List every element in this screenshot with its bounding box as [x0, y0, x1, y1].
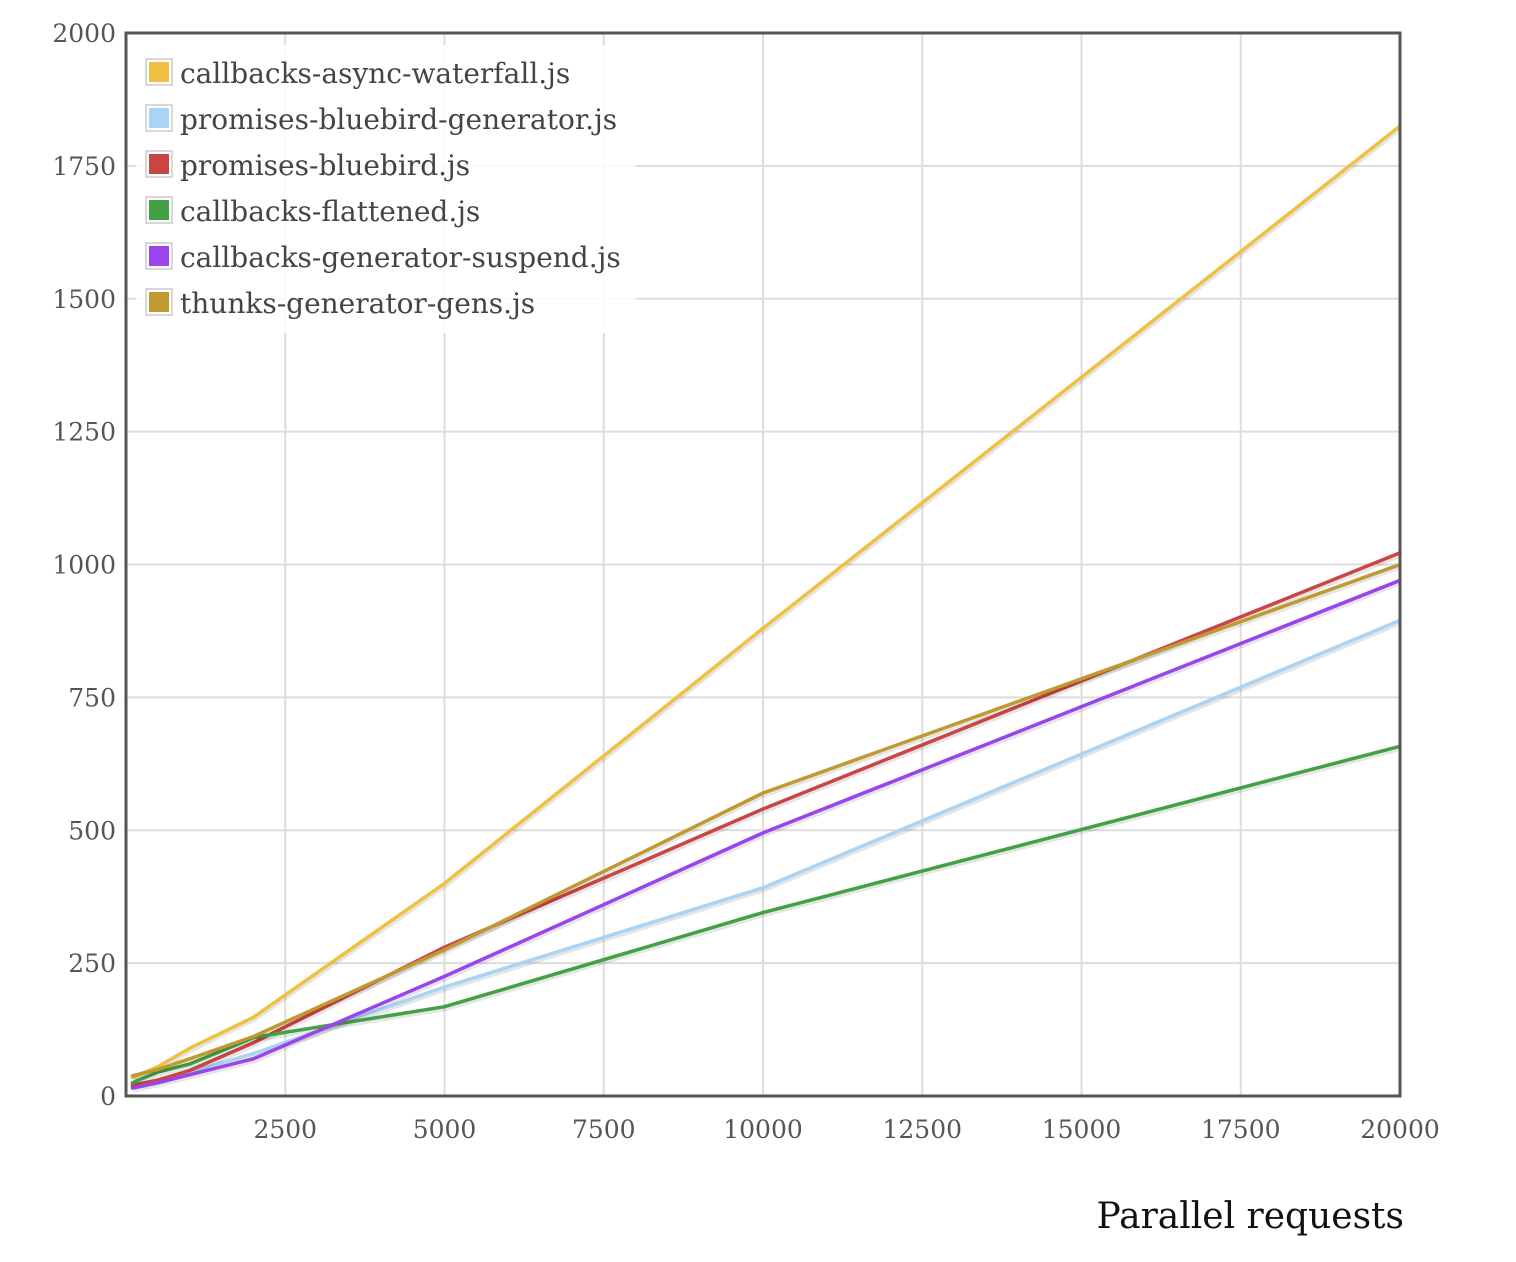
x-tick-label: 17500	[1201, 1115, 1281, 1144]
x-axis-label: Parallel requests	[1097, 1196, 1405, 1237]
legend-label: promises-bluebird-generator.js	[180, 103, 617, 136]
plot-frame	[124, 31, 1402, 1098]
legend-label: promises-bluebird.js	[180, 149, 470, 182]
legend-background	[136, 45, 636, 333]
x-tick-label: 7500	[572, 1115, 636, 1144]
legend-swatch	[149, 108, 169, 128]
y-tick-label: 1750	[52, 152, 116, 181]
legend-swatch	[149, 292, 169, 312]
series-shadow	[132, 580, 1402, 1093]
x-tick-label: 15000	[1042, 1115, 1122, 1144]
series-line-4	[130, 578, 1402, 1090]
series-line-2	[130, 551, 1402, 1088]
legend-label: callbacks-flattened.js	[180, 195, 480, 228]
legend: callbacks-async-waterfall.js promises-blu…	[136, 45, 636, 333]
y-tick-label: 500	[68, 816, 116, 845]
series-lines	[130, 124, 1403, 1093]
y-tick-label: 750	[68, 683, 116, 712]
x-tick-label: 20000	[1360, 1115, 1440, 1144]
legend-label: thunks-generator-gens.js	[180, 287, 535, 320]
x-tick-label: 10000	[723, 1115, 803, 1144]
y-tick-label: 2000	[52, 19, 116, 48]
legend-label: callbacks-generator-suspend.js	[180, 241, 621, 274]
legend-swatch	[149, 246, 169, 266]
x-tick-label: 12500	[882, 1115, 962, 1144]
axis-ticks: 0 250 500 750 1000 1250 1500 1750 2000 2500 5000 75…	[52, 19, 1439, 1144]
y-tick-label: 1000	[52, 551, 116, 580]
legend-swatch	[149, 200, 169, 220]
series-line-0	[130, 124, 1402, 1080]
legend-label: callbacks-async-waterfall.js	[180, 57, 570, 90]
series-shadow	[132, 564, 1402, 1081]
legend-swatch	[149, 154, 169, 174]
y-tick-label: 0	[100, 1082, 116, 1111]
y-tick-label: 1500	[52, 285, 116, 314]
x-tick-label: 5000	[413, 1115, 477, 1144]
legend-swatch	[149, 62, 169, 82]
x-tick-label: 2500	[253, 1115, 317, 1144]
series-line-5	[130, 562, 1402, 1078]
series-shadow	[132, 745, 1402, 1088]
y-tick-label: 1250	[52, 418, 116, 447]
y-tick-label: 250	[68, 949, 116, 978]
